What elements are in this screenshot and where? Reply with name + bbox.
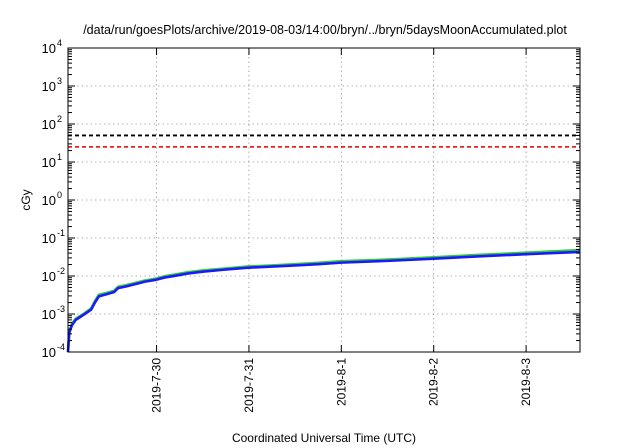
y-tick-base: 10 bbox=[42, 231, 56, 246]
y-tick-base: 10 bbox=[42, 269, 56, 284]
y-tick-exponent: 1 bbox=[57, 152, 62, 162]
y-tick-exponent: -1 bbox=[57, 228, 65, 238]
y-tick-base: 10 bbox=[42, 41, 56, 56]
y-axis-label: cGy bbox=[19, 189, 33, 210]
series bbox=[66, 248, 581, 353]
y-tick-base: 10 bbox=[42, 307, 56, 322]
y-tick-label: 10 -2 bbox=[42, 266, 65, 284]
x-tick-label: 2019-7-30 bbox=[150, 358, 164, 413]
y-tick-label: 10 -3 bbox=[42, 304, 65, 322]
grid bbox=[68, 48, 580, 352]
x-tick-label: 2019-8-2 bbox=[427, 358, 441, 406]
y-tick-exponent: -2 bbox=[57, 266, 65, 276]
y-tick-label: 10 0 bbox=[42, 190, 62, 208]
y-tick-exponent: -4 bbox=[57, 342, 65, 352]
y-tick-label: 10 -4 bbox=[42, 342, 65, 360]
reference-lines bbox=[68, 134, 580, 148]
y-tick-base: 10 bbox=[42, 345, 56, 360]
x-tick-label: 2019-8-1 bbox=[334, 358, 348, 406]
y-tick-exponent: 2 bbox=[57, 114, 62, 124]
x-tick-labels: 2019-7-30 2019-7-31 2019-8-1 2019-8-2 2019-8… bbox=[150, 358, 534, 413]
y-tick-base: 10 bbox=[42, 79, 56, 94]
y-tick-exponent: 3 bbox=[57, 76, 62, 86]
y-tick-exponent: 4 bbox=[57, 38, 62, 48]
series-line bbox=[66, 250, 581, 353]
y-tick-exponent: -3 bbox=[57, 304, 65, 314]
chart-title: /data/run/goesPlots/archive/2019-08-03/1… bbox=[83, 23, 567, 37]
x-axis-label: Coordinated Universal Time (UTC) bbox=[232, 431, 416, 445]
ticks bbox=[68, 47, 580, 353]
y-tick-base: 10 bbox=[42, 117, 56, 132]
y-tick-label: 10 -1 bbox=[42, 228, 65, 246]
x-tick-label: 2019-7-31 bbox=[242, 358, 256, 413]
y-tick-label: 10 1 bbox=[42, 152, 62, 170]
y-tick-base: 10 bbox=[42, 155, 56, 170]
x-tick-label: 2019-8-3 bbox=[519, 358, 533, 406]
y-tick-exponent: 0 bbox=[57, 190, 62, 200]
y-tick-label: 10 3 bbox=[42, 76, 62, 94]
y-tick-label: 10 2 bbox=[42, 114, 62, 132]
y-tick-label: 10 4 bbox=[42, 38, 62, 56]
y-tick-base: 10 bbox=[42, 193, 56, 208]
